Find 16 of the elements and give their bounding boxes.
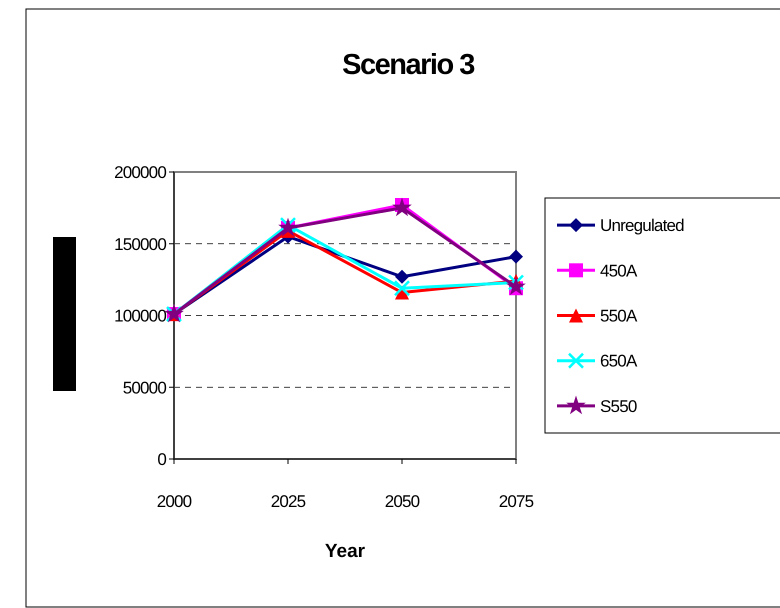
y-tick-label: 150000: [114, 234, 166, 254]
legend-label: 650A: [600, 352, 638, 371]
legend-label: 450A: [600, 261, 638, 280]
legend-label: Unregulated: [600, 216, 684, 236]
y-tick-label: 50000: [122, 378, 166, 398]
x-tick-label: 2050: [384, 492, 420, 511]
y-tick-label: 200000: [114, 163, 166, 182]
x-tick-label: 2000: [156, 492, 192, 511]
y-tick-label: 0: [157, 450, 166, 469]
legend-label: 550A: [600, 306, 638, 326]
x-axis-title: Year: [324, 541, 366, 562]
chart-title: Scenario 3: [342, 49, 476, 81]
legend-label: S550: [600, 396, 637, 416]
y-tick-label: 100000: [114, 306, 166, 326]
x-tick-label: 2075: [498, 492, 534, 511]
x-tick-label: 2025: [270, 492, 306, 511]
